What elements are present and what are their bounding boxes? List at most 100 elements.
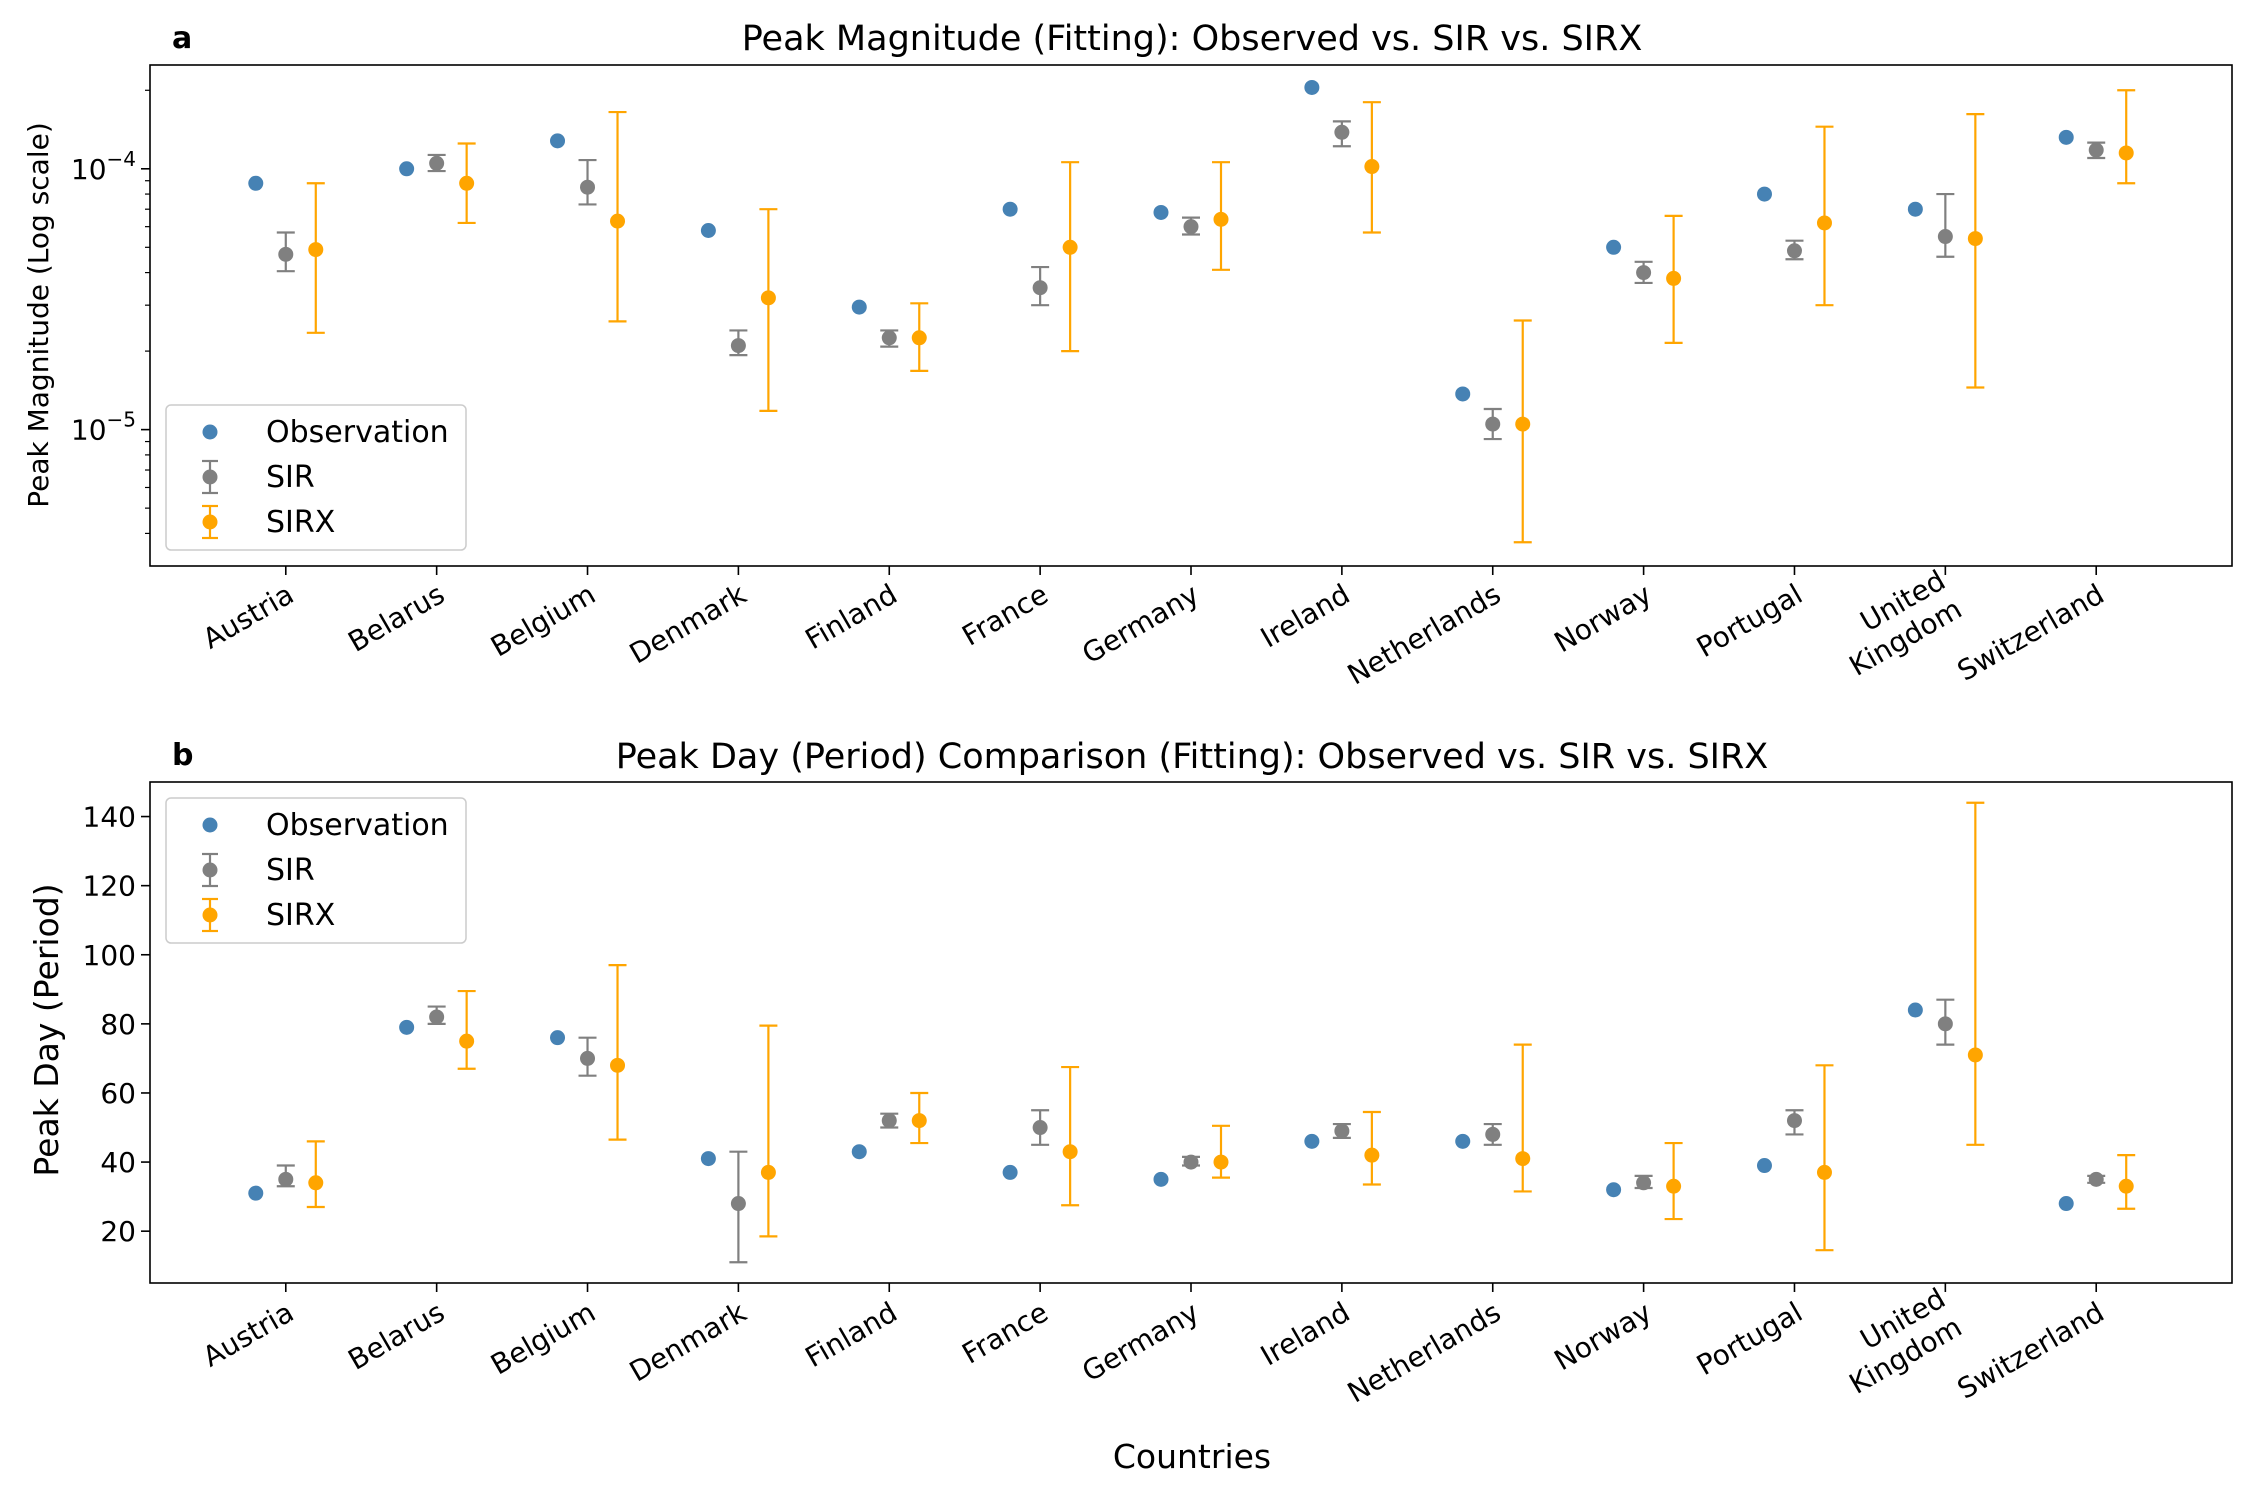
y-tick-label: 40 <box>100 1146 136 1179</box>
x-tick-label: Switzerland <box>1952 577 2110 687</box>
sirx-point <box>911 1113 927 1129</box>
sirx-point <box>2118 1178 2134 1194</box>
legend-label: SIRX <box>266 505 335 540</box>
sirx-point <box>308 1175 324 1191</box>
legend-label: SIR <box>266 460 315 495</box>
panel-a-peak-magnitude: a Peak Magnitude (Fitting): Observed vs.… <box>22 19 2233 691</box>
legend-label: SIR <box>266 853 315 888</box>
legend-box <box>165 404 467 551</box>
x-tick-label: Netherlands <box>1342 577 1506 691</box>
y-tick-label: 80 <box>100 1008 136 1041</box>
x-tick-label: Denmark <box>624 1295 753 1388</box>
observation-point <box>851 299 867 315</box>
observation-point <box>1304 1133 1320 1149</box>
sir-point <box>1334 1123 1350 1139</box>
sir-point <box>429 1009 445 1025</box>
x-tick-label: Portugal <box>1691 577 1808 664</box>
x-tick-label: Denmark <box>624 577 753 670</box>
legend-marker <box>202 907 218 923</box>
panel-a-letter: a <box>172 21 192 56</box>
sir-point <box>1183 219 1199 235</box>
x-axis-label: Countries <box>1113 1437 1271 1476</box>
sir-point <box>2088 1171 2104 1187</box>
sir-point <box>1786 1113 1802 1129</box>
sirx-point <box>1364 159 1380 175</box>
observation-point <box>399 1019 415 1035</box>
y-tick-label: 120 <box>83 870 136 903</box>
observation-point <box>1002 1164 1018 1180</box>
sirx-point <box>1816 1164 1832 1180</box>
sirx-point <box>1062 1144 1078 1160</box>
observation-point <box>1606 239 1622 255</box>
observation-point <box>1606 1182 1622 1198</box>
panel-b-y-axis-label: Peak Day (Period) <box>27 883 66 1176</box>
sir-point <box>278 1171 294 1187</box>
sir-point <box>1636 265 1652 281</box>
panel-b-plot-area: 20 40 60 80 100 120 140 Austria Belarus Belgium De… <box>83 781 2233 1409</box>
x-tick-label: Finland <box>800 1295 903 1374</box>
x-tick-label: France <box>956 577 1053 652</box>
x-tick-label: Austria <box>197 577 299 655</box>
observation-point <box>2058 129 2074 145</box>
sirx-point <box>308 242 324 258</box>
y-tick-label: 10−4 <box>71 147 136 186</box>
sir-point <box>1334 124 1350 140</box>
x-tick-label: UnitedKingdom <box>1827 564 1967 683</box>
x-tick-label: Belarus <box>343 1295 451 1376</box>
panel-b-peak-day: b Peak Day (Period) Comparison (Fitting)… <box>27 737 2233 1409</box>
legend-marker <box>202 817 218 833</box>
observation-point <box>1756 186 1772 202</box>
legend-label: SIRX <box>266 898 335 933</box>
observation-point <box>1002 201 1018 217</box>
x-tick-label: Germany <box>1077 577 1205 670</box>
sirx-point <box>610 1057 626 1073</box>
panel-a-y-axis-label: Peak Magnitude (Log scale) <box>22 122 55 508</box>
x-tick-label: France <box>956 1295 1053 1370</box>
legend-label: Observation <box>266 415 449 450</box>
sir-point <box>881 1113 897 1129</box>
sir-point <box>1485 416 1501 432</box>
sirx-point <box>1515 416 1531 432</box>
observation-point <box>2058 1196 2074 1212</box>
x-tick-label: Switzerland <box>1952 1295 2110 1405</box>
sir-point <box>1636 1175 1652 1191</box>
sirx-point <box>459 175 475 191</box>
x-tick-label: Germany <box>1077 1295 1205 1388</box>
x-tick-label: Ireland <box>1255 577 1355 654</box>
x-tick-label: Belarus <box>343 577 451 658</box>
y-tick-label: 60 <box>100 1077 136 1110</box>
x-tick-label: Norway <box>1549 577 1657 659</box>
panel-b-letter: b <box>172 738 193 773</box>
sir-point <box>1485 1126 1501 1142</box>
x-tick-label: Netherlands <box>1342 1295 1506 1409</box>
sir-point <box>1032 1120 1048 1136</box>
sirx-point <box>911 330 927 346</box>
y-tick-label: 20 <box>100 1215 136 1248</box>
sirx-point <box>1967 231 1983 247</box>
x-tick-label: UnitedKingdom <box>1827 1282 1967 1401</box>
y-tick-label: 100 <box>83 939 136 972</box>
observation-point <box>700 1151 716 1167</box>
sir-point <box>1032 280 1048 296</box>
sir-point <box>1183 1154 1199 1170</box>
panel-a-plot-area: 10−5 10−4 Austria Belarus Belgium Denmark Finl… <box>71 64 2233 691</box>
y-tick-label: 140 <box>83 801 136 834</box>
sirx-point <box>1213 211 1229 227</box>
sirx-point <box>1666 1178 1682 1194</box>
panel-b-title: Peak Day (Period) Comparison (Fitting): … <box>616 737 1769 777</box>
observation-point <box>1756 1158 1772 1174</box>
sir-point <box>881 330 897 346</box>
sir-point <box>580 179 596 195</box>
observation-point <box>1304 79 1320 95</box>
sirx-point <box>760 290 776 306</box>
legend-label: Observation <box>266 808 449 843</box>
observation-point <box>1153 1171 1169 1187</box>
observation-point <box>399 161 415 177</box>
x-tick-label: Ireland <box>1255 1295 1355 1372</box>
legend-marker <box>202 424 218 440</box>
sirx-point <box>1062 239 1078 255</box>
sirx-point <box>1213 1154 1229 1170</box>
sir-point <box>429 155 445 171</box>
y-tick-label: 10−5 <box>71 408 136 447</box>
panel-a-title: Peak Magnitude (Fitting): Observed vs. S… <box>742 19 1643 59</box>
